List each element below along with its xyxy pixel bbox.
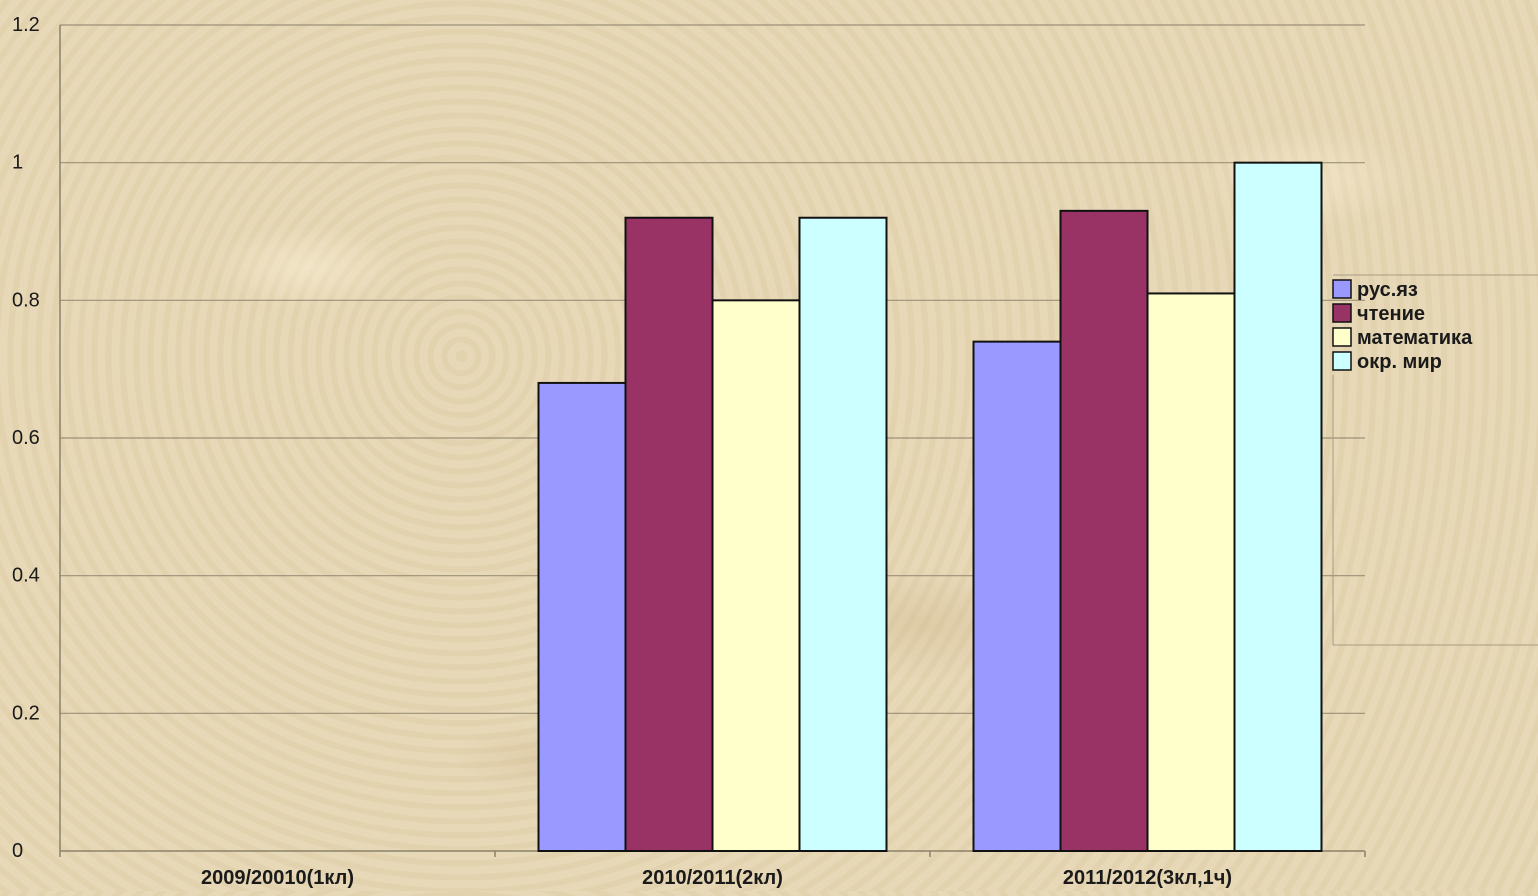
bar-чтение-1 <box>624 216 714 852</box>
bar-окр-мир-1 <box>798 216 888 852</box>
legend-swatch <box>1332 351 1352 371</box>
bar-рус-яз-2 <box>972 340 1062 852</box>
bar-рус-яз-1 <box>537 381 627 852</box>
legend-swatch <box>1332 303 1352 323</box>
y-tick-label: 0.2 <box>12 702 40 724</box>
y-tick-label: 1 <box>12 152 23 174</box>
y-tick-label: 0.6 <box>12 427 40 449</box>
legend-label: рус.яз <box>1357 279 1418 301</box>
y-tick-label: 0.8 <box>12 289 40 311</box>
bar-чтение-2 <box>1059 209 1149 853</box>
y-tick-label: 1.2 <box>12 14 40 36</box>
legend-label: окр. мир <box>1357 351 1442 373</box>
x-tick-label: 2010/2011(2кл) <box>642 867 783 889</box>
legend-swatch <box>1332 279 1352 299</box>
x-tick-label: 2011/2012(3кл,1ч) <box>1063 867 1232 889</box>
legend-label: чтение <box>1357 303 1425 325</box>
bar-математика-1 <box>711 299 801 853</box>
legend-swatch <box>1332 327 1352 347</box>
bars <box>537 161 1323 853</box>
bar-математика-2 <box>1146 292 1236 852</box>
legend-label: математика <box>1357 327 1473 349</box>
x-tick-label: 2009/20010(1кл) <box>201 867 354 889</box>
bar-окр-мир-2 <box>1233 161 1323 852</box>
y-tick-label: 0 <box>12 840 23 862</box>
y-tick-label: 0.4 <box>12 565 40 587</box>
